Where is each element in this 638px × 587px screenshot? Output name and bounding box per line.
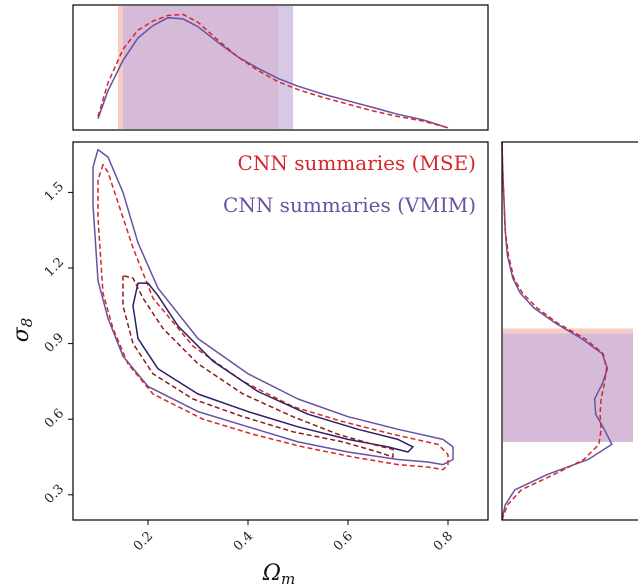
marginal-x-bands (118, 6, 293, 129)
marginal-x-curve-mse (97, 13, 449, 129)
legend-mse-label: CNN summaries (MSE) (238, 151, 476, 175)
marginal-x-curves (97, 13, 449, 129)
contour-mse-outer (97, 163, 449, 471)
marginal-y-bands (503, 328, 633, 442)
x-tick-label: 0.6 (331, 529, 356, 554)
marginal-y-frame (501, 141, 638, 521)
y-tick-label: 0.9 (42, 331, 67, 356)
marginal-y-curves (501, 141, 613, 521)
joint-ticks: 0.2 0.4 0.6 0.8 0.3 0.6 0.9 1.2 1.5 (42, 179, 456, 554)
contour-vmim-outer (92, 148, 454, 466)
marginal-y-band-vmim (503, 333, 633, 442)
marginal-x-frame (72, 4, 489, 131)
joint-frame (72, 141, 489, 521)
y-axis-title: σ8 (9, 318, 36, 343)
x-tick-label: 0.4 (231, 529, 256, 554)
x-axis-title: Ωm (262, 561, 295, 587)
marginal-y-curve-mse (501, 141, 608, 521)
contour-mse-inner (122, 274, 394, 458)
y-tick-label: 0.3 (42, 482, 67, 507)
y-tick-label: 0.6 (42, 406, 67, 431)
x-tick-label: 0.8 (431, 529, 456, 554)
y-tick-label: 1.5 (42, 179, 67, 204)
marginal-x-curve-vmim (97, 16, 449, 129)
joint-contours (92, 148, 454, 471)
contour-vmim-inner (132, 282, 414, 453)
legend-vmim-label: CNN summaries (VMIM) (223, 193, 476, 217)
x-tick-label: 0.2 (131, 529, 156, 554)
y-tick-label: 1.2 (42, 255, 67, 280)
